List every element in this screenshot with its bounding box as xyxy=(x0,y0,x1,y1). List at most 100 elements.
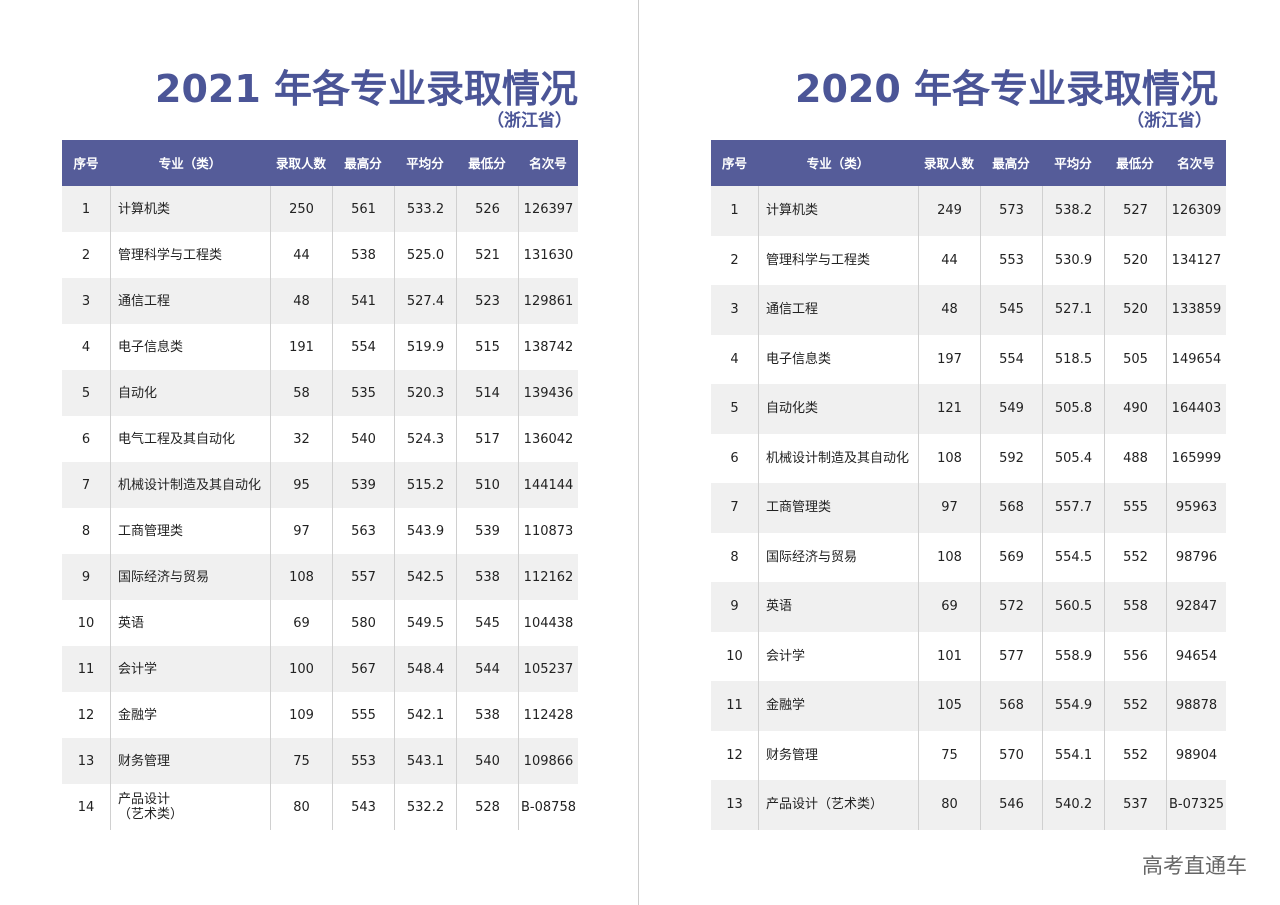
table-cell: 126397 xyxy=(518,186,578,232)
table-cell: 533.2 xyxy=(394,186,456,232)
table-cell: 58 xyxy=(270,370,332,416)
table-cell: 544 xyxy=(456,646,518,692)
table-cell: 561 xyxy=(332,186,394,232)
table-cell: 520 xyxy=(1104,285,1166,335)
table-cell: 1 xyxy=(62,186,110,232)
table-cell: 自动化 xyxy=(110,370,270,416)
table-cell: 工商管理类 xyxy=(110,508,270,554)
table-cell: 104438 xyxy=(518,600,578,646)
header-cell: 录取人数 xyxy=(270,140,332,186)
table-cell: 80 xyxy=(270,784,332,830)
header-cell: 序号 xyxy=(62,140,110,186)
table-cell: 548.4 xyxy=(394,646,456,692)
table-cell: 573 xyxy=(980,186,1042,236)
table-cell: 518.5 xyxy=(1042,334,1104,384)
table-cell: 592 xyxy=(980,433,1042,483)
table-cell: 546 xyxy=(980,780,1042,830)
table-cell: 12 xyxy=(711,730,758,780)
table-cell: 44 xyxy=(270,232,332,278)
table-cell: 539 xyxy=(456,508,518,554)
table-cell: 电子信息类 xyxy=(110,324,270,370)
table-cell: 80 xyxy=(918,780,980,830)
table-cell: 44 xyxy=(918,235,980,285)
table-cell: 机械设计制造及其自动化 xyxy=(758,433,918,483)
table-cell: 524.3 xyxy=(394,416,456,462)
table-cell: 通信工程 xyxy=(758,285,918,335)
table-cell: 7 xyxy=(62,462,110,508)
table-cell: 540 xyxy=(332,416,394,462)
table-cell: 产品设计（艺术类） xyxy=(758,780,918,830)
table-cell: 542.1 xyxy=(394,692,456,738)
table-cell: 13 xyxy=(62,738,110,784)
table-cell: 133859 xyxy=(1166,285,1226,335)
header-cell: 最低分 xyxy=(456,140,518,186)
table-cell: 10 xyxy=(62,600,110,646)
table-cell: 金融学 xyxy=(758,681,918,731)
table-cell: 530.9 xyxy=(1042,235,1104,285)
table-cell: 管理科学与工程类 xyxy=(110,232,270,278)
table-cell: 165999 xyxy=(1166,433,1226,483)
table-cell: 国际经济与贸易 xyxy=(758,532,918,582)
table-cell: 英语 xyxy=(758,582,918,632)
table-cell: 554 xyxy=(980,334,1042,384)
subtitle: （浙江省） xyxy=(1127,111,1212,131)
table-cell: 14 xyxy=(62,784,110,830)
header-cell: 平均分 xyxy=(394,140,456,186)
table-cell: 519.9 xyxy=(394,324,456,370)
table-cell: 250 xyxy=(270,186,332,232)
table-cell: 112162 xyxy=(518,554,578,600)
table-cell: 105 xyxy=(918,681,980,731)
table-cell: 520.3 xyxy=(394,370,456,416)
table-cell: 523 xyxy=(456,278,518,324)
table-cell: 552 xyxy=(1104,730,1166,780)
table-cell: B-07325 xyxy=(1166,780,1226,830)
table-cell: 549.5 xyxy=(394,600,456,646)
table-cell: 110873 xyxy=(518,508,578,554)
table-cell: 556 xyxy=(1104,631,1166,681)
table-cell: 75 xyxy=(270,738,332,784)
table-cell: 555 xyxy=(332,692,394,738)
table-cell: 工商管理类 xyxy=(758,483,918,533)
table-cell: 510 xyxy=(456,462,518,508)
table-cell: 电子信息类 xyxy=(758,334,918,384)
table-cell: 108 xyxy=(270,554,332,600)
table-cell: 105237 xyxy=(518,646,578,692)
table-cell: 69 xyxy=(918,582,980,632)
table-cell: 505.8 xyxy=(1042,384,1104,434)
table-cell: 95963 xyxy=(1166,483,1226,533)
table-cell: 538.2 xyxy=(1042,186,1104,236)
table-cell: 11 xyxy=(62,646,110,692)
table-cell: 197 xyxy=(918,334,980,384)
table-cell: 131630 xyxy=(518,232,578,278)
table-cell: 555 xyxy=(1104,483,1166,533)
table-cell: 机械设计制造及其自动化 xyxy=(110,462,270,508)
table-cell: 517 xyxy=(456,416,518,462)
table-cell: 540.2 xyxy=(1042,780,1104,830)
table-cell: 514 xyxy=(456,370,518,416)
table-cell: 557 xyxy=(332,554,394,600)
table-cell: 产品设计 （艺术类） xyxy=(110,784,270,830)
header-cell: 名次号 xyxy=(1166,140,1226,186)
table-cell: 5 xyxy=(711,384,758,434)
table-cell: 138742 xyxy=(518,324,578,370)
table-cell: 558.9 xyxy=(1042,631,1104,681)
table-cell: 570 xyxy=(980,730,1042,780)
table-cell: 554.5 xyxy=(1042,532,1104,582)
table-cell: 505.4 xyxy=(1042,433,1104,483)
table-cell: 563 xyxy=(332,508,394,554)
table-cell: 569 xyxy=(980,532,1042,582)
header-cell: 最低分 xyxy=(1104,140,1166,186)
table-cell: 515 xyxy=(456,324,518,370)
table-cell: 109866 xyxy=(518,738,578,784)
table-cell: 505 xyxy=(1104,334,1166,384)
table-cell: 538 xyxy=(456,692,518,738)
table-cell: 98878 xyxy=(1166,681,1226,731)
table-cell: 553 xyxy=(332,738,394,784)
table-cell: 会计学 xyxy=(758,631,918,681)
table-cell: 108 xyxy=(918,433,980,483)
table-cell: 6 xyxy=(62,416,110,462)
table-cell: 527 xyxy=(1104,186,1166,236)
table-cell: 525.0 xyxy=(394,232,456,278)
table-cell: 164403 xyxy=(1166,384,1226,434)
table-cell: 2 xyxy=(62,232,110,278)
